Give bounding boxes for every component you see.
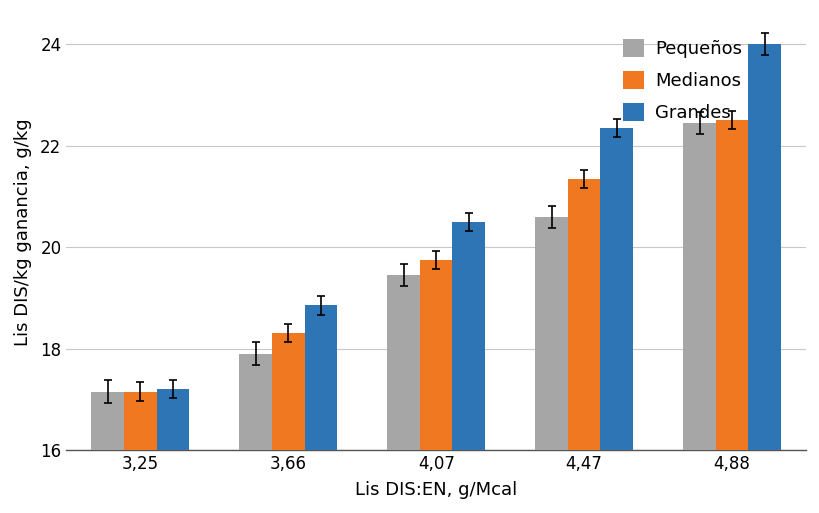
Bar [124,391,156,450]
Bar [419,260,452,450]
Bar [156,389,189,450]
Bar [387,275,419,450]
Bar [304,305,337,450]
Bar [568,179,600,450]
X-axis label: Lis DIS:EN, g/Mcal: Lis DIS:EN, g/Mcal [355,481,517,499]
Bar [239,353,272,450]
Bar [272,333,304,450]
Bar [682,123,715,450]
Bar [92,391,124,450]
Bar [600,128,632,450]
Legend: Pequeños, Medianos, Grandes: Pequeños, Medianos, Grandes [614,32,749,129]
Bar [452,222,485,450]
Y-axis label: Lis DIS/kg ganancia, g/kg: Lis DIS/kg ganancia, g/kg [14,118,32,346]
Bar [748,44,780,450]
Bar [715,121,748,450]
Bar [535,216,568,450]
